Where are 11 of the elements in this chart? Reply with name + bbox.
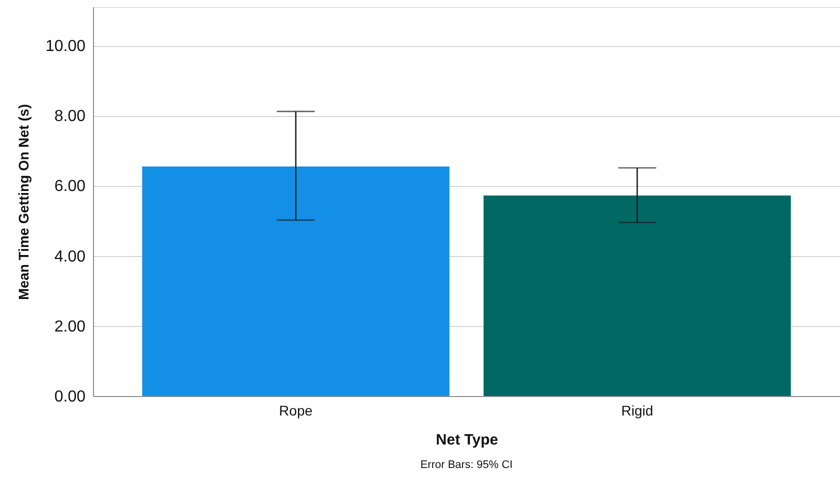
y-axis-title: Mean Time Getting On Net (s): [15, 104, 32, 300]
y-tick-label: 6.00: [54, 178, 86, 196]
y-tick-label: 10.00: [45, 38, 86, 56]
y-tick-label: 2.00: [54, 318, 86, 336]
y-tick-label: 8.00: [54, 108, 86, 126]
y-tick-label: 0.00: [54, 388, 86, 406]
y-tick-label: 4.00: [54, 248, 86, 266]
text: Error Bars: 95% CI: [420, 459, 513, 471]
x-tick-label: Rope: [279, 402, 313, 418]
x-tick-label: Rigid: [621, 402, 654, 418]
x-axis-title: Net Type: [436, 432, 498, 448]
